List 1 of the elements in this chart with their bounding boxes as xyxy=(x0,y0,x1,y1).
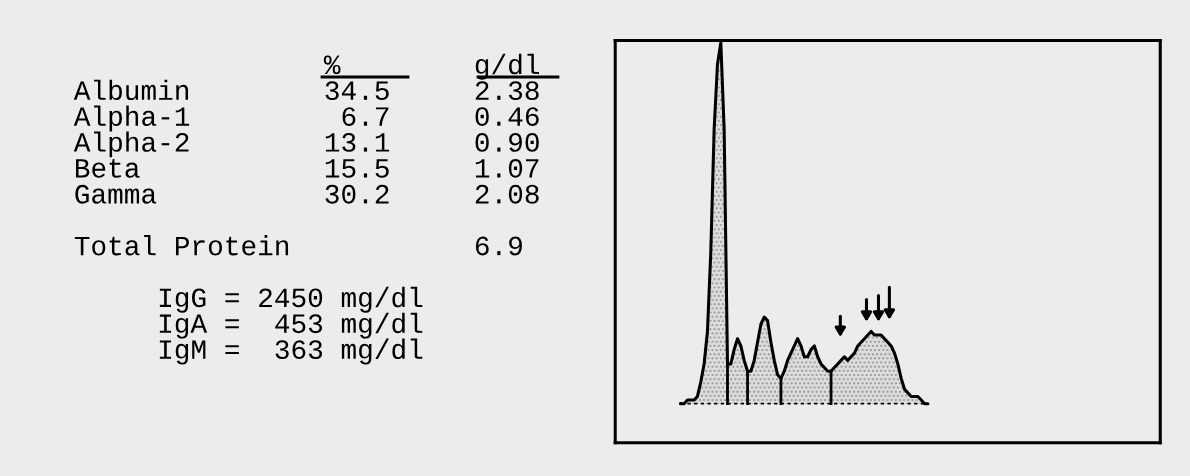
text: % g/dl Albumin 34.5 2.38 Alpha-1 6.7 0.46 Alpha-2 13.1 0.90 Beta 15.5 1.07 Gamma 30.2 2.08 Total Protein 6.9 IgG = 2450 mg/dl IgA = 453 mg/dl IgM = 363 mg/dl xyxy=(73,53,539,365)
